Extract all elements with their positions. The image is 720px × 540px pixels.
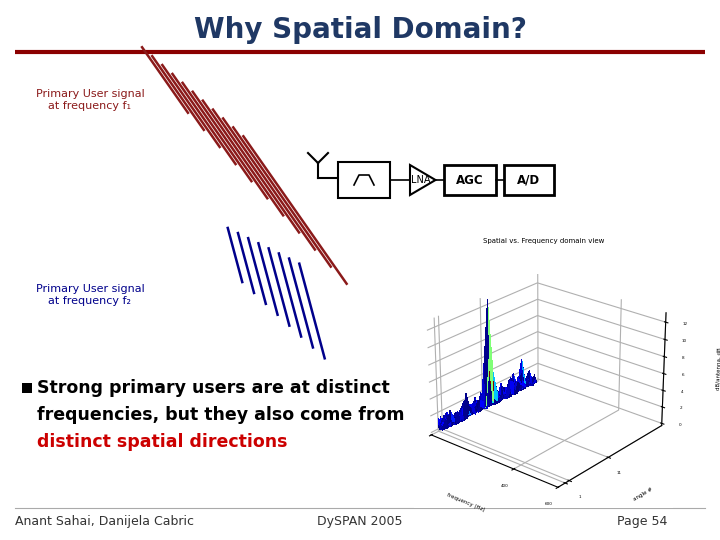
Text: AGC: AGC — [456, 173, 483, 186]
X-axis label: frequency (Hz): frequency (Hz) — [446, 492, 485, 512]
Title: Spatial vs. Frequency domain view: Spatial vs. Frequency domain view — [483, 238, 604, 244]
Text: distinct spatial directions: distinct spatial directions — [37, 433, 287, 451]
Text: Primary User signal
at frequency f₂: Primary User signal at frequency f₂ — [35, 284, 145, 306]
Bar — [503, 165, 554, 195]
Text: Primary User signal
at frequency f₁: Primary User signal at frequency f₁ — [35, 89, 145, 111]
Bar — [22, 383, 32, 393]
Text: Why Spatial Domain?: Why Spatial Domain? — [194, 16, 526, 44]
Polygon shape — [410, 165, 436, 195]
Text: frequencies, but they also come from: frequencies, but they also come from — [37, 406, 405, 424]
Text: LNA: LNA — [410, 175, 431, 185]
Text: A/D: A/D — [517, 173, 540, 186]
Text: Page 54: Page 54 — [617, 516, 667, 529]
Y-axis label: angle #: angle # — [633, 487, 654, 502]
Text: DySPAN 2005: DySPAN 2005 — [318, 516, 402, 529]
Text: Anant Sahai, Danijela Cabric: Anant Sahai, Danijela Cabric — [15, 516, 194, 529]
Text: Strong primary users are at distinct: Strong primary users are at distinct — [37, 379, 390, 397]
Bar — [444, 165, 495, 195]
Bar — [338, 162, 390, 198]
